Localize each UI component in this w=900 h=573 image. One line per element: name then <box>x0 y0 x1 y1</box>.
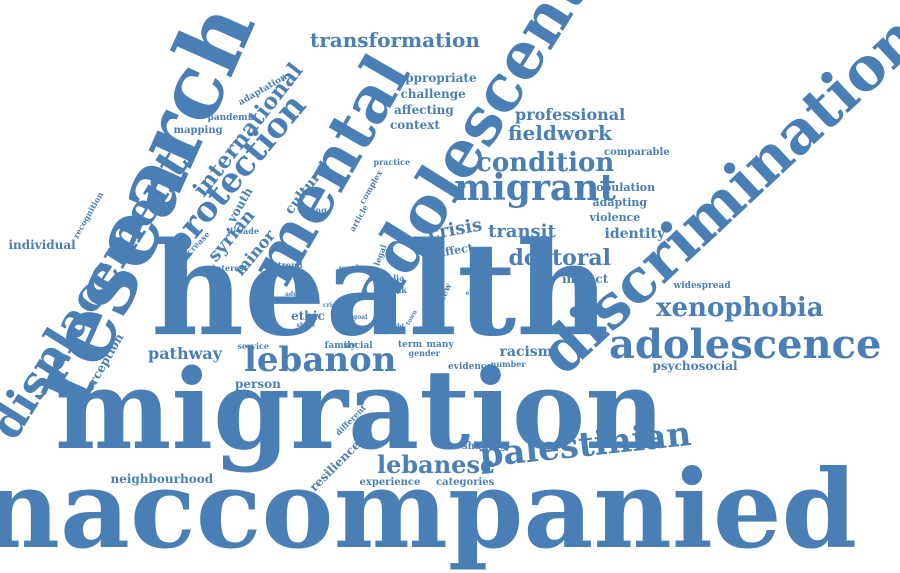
word-doctoral: doctoral <box>508 245 612 271</box>
word-many: many <box>426 339 454 350</box>
word-psychosocial: psychosocial <box>652 359 738 373</box>
word-goal: goal <box>353 314 368 321</box>
word-case: case <box>378 314 394 321</box>
word-adult: adult <box>285 291 303 298</box>
word-gender: gender <box>408 348 440 358</box>
word-number: number <box>490 359 526 369</box>
word-fieldwork: fieldwork <box>508 121 612 145</box>
word-xenophobia: xenophobia <box>656 293 824 323</box>
word-impact: impact <box>562 272 609 286</box>
word-individual: individual <box>8 238 76 252</box>
word-unaccompanied: unaccompanied <box>0 447 858 573</box>
word-affecting: affecting <box>394 103 454 117</box>
word-mapping: mapping <box>173 125 223 136</box>
word-migration: migration <box>55 345 666 474</box>
word-context: context <box>390 118 440 132</box>
word-decade: decade <box>227 226 259 236</box>
word-condition: condition <box>476 148 615 178</box>
word-lost: lost <box>378 278 391 285</box>
word-appropriate: appropriate <box>397 71 477 85</box>
word-neighbourhood: neighbourhood <box>110 472 214 486</box>
word-adolescence: adolescence <box>609 321 882 368</box>
word-elia: elia <box>388 273 405 283</box>
word-racism: racism <box>499 344 553 360</box>
word-shaping: shaping <box>462 441 507 452</box>
word-work: work <box>339 263 361 273</box>
word-risk: risk <box>389 285 407 295</box>
word-professional: professional <box>515 105 626 124</box>
word-experience: experience <box>359 477 421 488</box>
word-service: service <box>237 341 269 351</box>
word-share: share <box>296 322 316 329</box>
word-widespread: widespread <box>673 280 731 291</box>
word-interest: interest <box>212 263 248 273</box>
word-transit: transit <box>488 221 556 242</box>
word-family: family <box>324 340 356 351</box>
word-population: population <box>588 180 656 194</box>
word-ethic: ethic <box>291 309 325 323</box>
word-pandemic: pandemic <box>207 112 257 123</box>
word-challenge: challenge <box>400 87 466 101</box>
word-adapting: adapting <box>592 195 648 209</box>
word-categories: categories <box>436 477 495 488</box>
word-living: living <box>301 205 327 215</box>
word-social: social <box>343 340 373 351</box>
word-identity: identity <box>604 226 666 242</box>
word-person: person <box>235 377 281 391</box>
word-term: term <box>398 339 423 350</box>
word-violence: violence <box>589 210 641 224</box>
word-trend: trend <box>278 260 303 270</box>
word-lebanon: lebanon <box>244 340 397 380</box>
word-health: health <box>151 215 610 365</box>
word-effect: effect <box>465 290 485 297</box>
word-practice: practice <box>373 157 411 167</box>
word-right: right <box>387 323 405 330</box>
word-crises: crises <box>323 302 343 309</box>
word-transformation: transformation <box>310 28 480 52</box>
word-comparable: comparable <box>604 147 670 158</box>
word-migrant: migrant <box>454 167 617 209</box>
word-pathway: pathway <box>148 344 223 363</box>
word-evidence: evidence <box>448 361 493 372</box>
word-lebanese: lebanese <box>377 450 496 479</box>
